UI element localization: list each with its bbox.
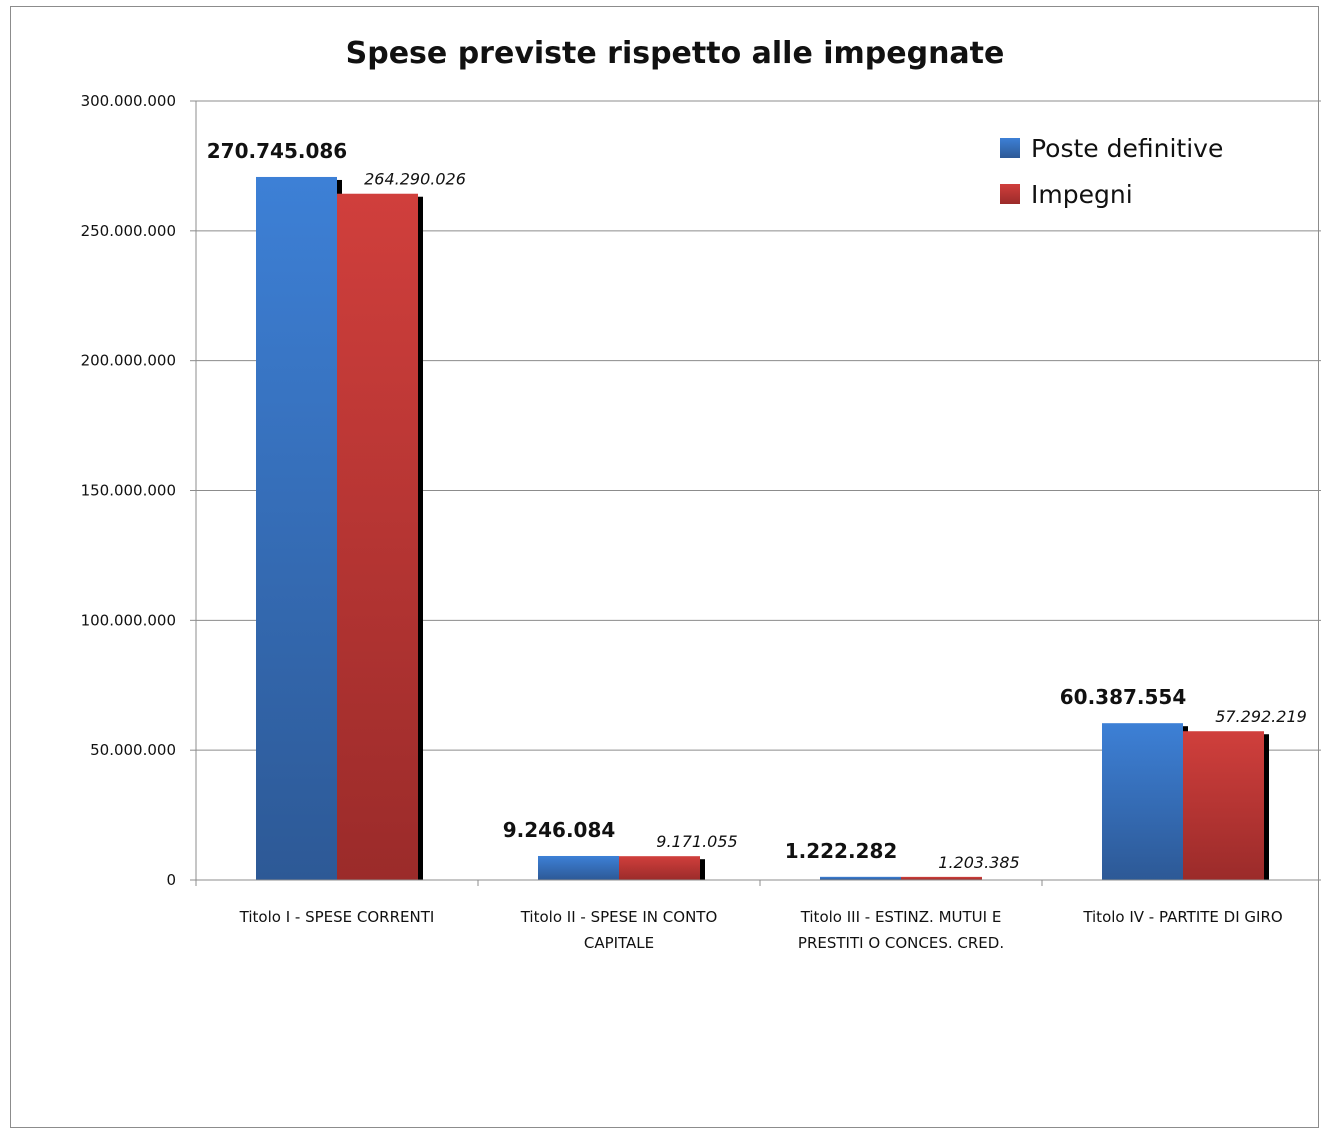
bar-impegni — [619, 856, 700, 880]
legend-label: Poste definitive — [1031, 134, 1223, 163]
data-label-impegni: 57.292.219 — [1215, 707, 1307, 726]
bar-poste-definitive — [1102, 723, 1183, 880]
y-axis: 0 50.000.000 100.000.000 150.000.000 200.000… — [81, 92, 197, 889]
data-label-poste-definitive: 60.387.554 — [1060, 685, 1187, 709]
y-tick-label: 50.000.000 — [90, 741, 176, 759]
bar-poste-definitive — [256, 176, 337, 880]
legend-swatch — [1000, 184, 1020, 204]
data-label-impegni: 264.290.026 — [364, 170, 466, 189]
x-category-label: PRESTITI O CONCES. CRED. — [798, 934, 1004, 952]
data-labels: 270.745.086 264.290.026 9.246.084 9.171.055… — [207, 139, 1307, 872]
data-label-impegni: 9.171.055 — [656, 832, 737, 851]
chart-frame — [10, 6, 1319, 1128]
x-axis: Titolo I - SPESE CORRENTI Titolo II - SPE… — [195, 879, 1321, 952]
data-label-poste-definitive: 9.246.084 — [503, 818, 616, 842]
data-label-poste-definitive: 270.745.086 — [207, 139, 347, 163]
bar-poste-definitive — [820, 876, 901, 880]
legend-swatch — [1000, 138, 1020, 158]
bar-impegni — [1183, 731, 1264, 880]
x-category-label: Titolo I - SPESE CORRENTI — [239, 908, 435, 926]
x-category-label: Titolo IV - PARTITE DI GIRO — [1082, 908, 1282, 926]
y-tick-label: 100.000.000 — [81, 611, 176, 629]
y-tick-label: 150.000.000 — [81, 482, 176, 500]
y-tick-label: 250.000.000 — [81, 222, 176, 240]
data-label-poste-definitive: 1.222.282 — [785, 839, 898, 863]
x-category-label: Titolo III - ESTINZ. MUTUI E — [800, 908, 1002, 926]
legend-label: Impegni — [1031, 180, 1133, 209]
chart-title: Spese previste rispetto alle impegnate — [346, 36, 1005, 71]
data-label-impegni: 1.203.385 — [938, 853, 1019, 872]
x-category-label: Titolo II - SPESE IN CONTO — [520, 908, 718, 926]
bar-impegni — [337, 193, 418, 880]
y-tick-label: 200.000.000 — [81, 352, 176, 370]
y-tick-label: 300.000.000 — [81, 92, 176, 110]
y-tick-label: 0 — [166, 871, 176, 889]
bar-impegni — [901, 876, 982, 880]
legend: Poste definitive Impegni — [1000, 134, 1223, 209]
x-category-label: CAPITALE — [584, 934, 654, 952]
bar-poste-definitive — [538, 855, 619, 880]
bars — [256, 176, 1269, 880]
